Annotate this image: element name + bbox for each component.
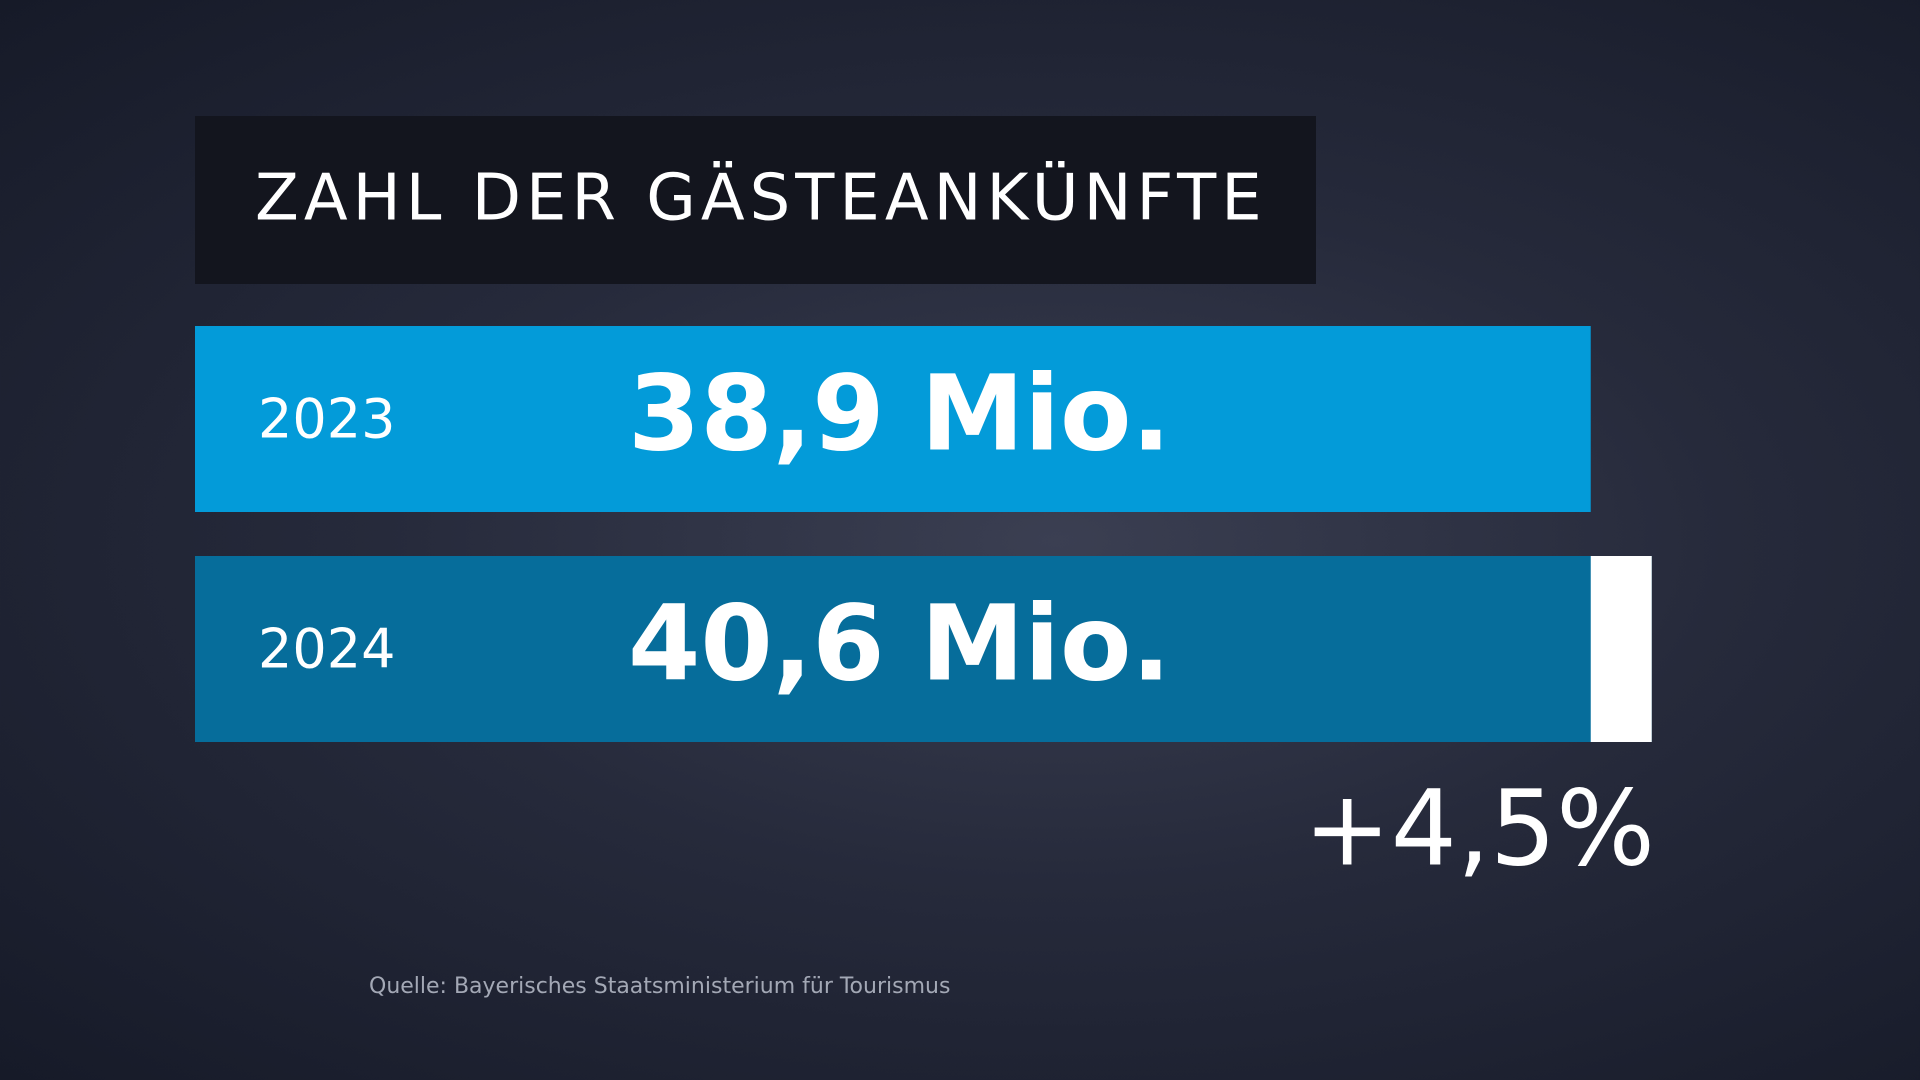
title-box xyxy=(195,116,1316,284)
value-label: 38,9 Mio. xyxy=(628,352,1171,474)
bar xyxy=(195,326,1591,512)
source: Quelle: Bayerisches Staatsministerium fü… xyxy=(369,974,950,999)
change-segment xyxy=(1590,556,1652,742)
category-label: 2024 xyxy=(258,618,395,681)
change-label: +4,5% xyxy=(1304,767,1655,889)
bar xyxy=(195,556,1652,742)
chart-title: ZAHL DER GÄSTEANKÜNFTE xyxy=(255,161,1267,236)
category-label: 2023 xyxy=(258,388,395,451)
value-label: 40,6 Mio. xyxy=(628,582,1171,704)
